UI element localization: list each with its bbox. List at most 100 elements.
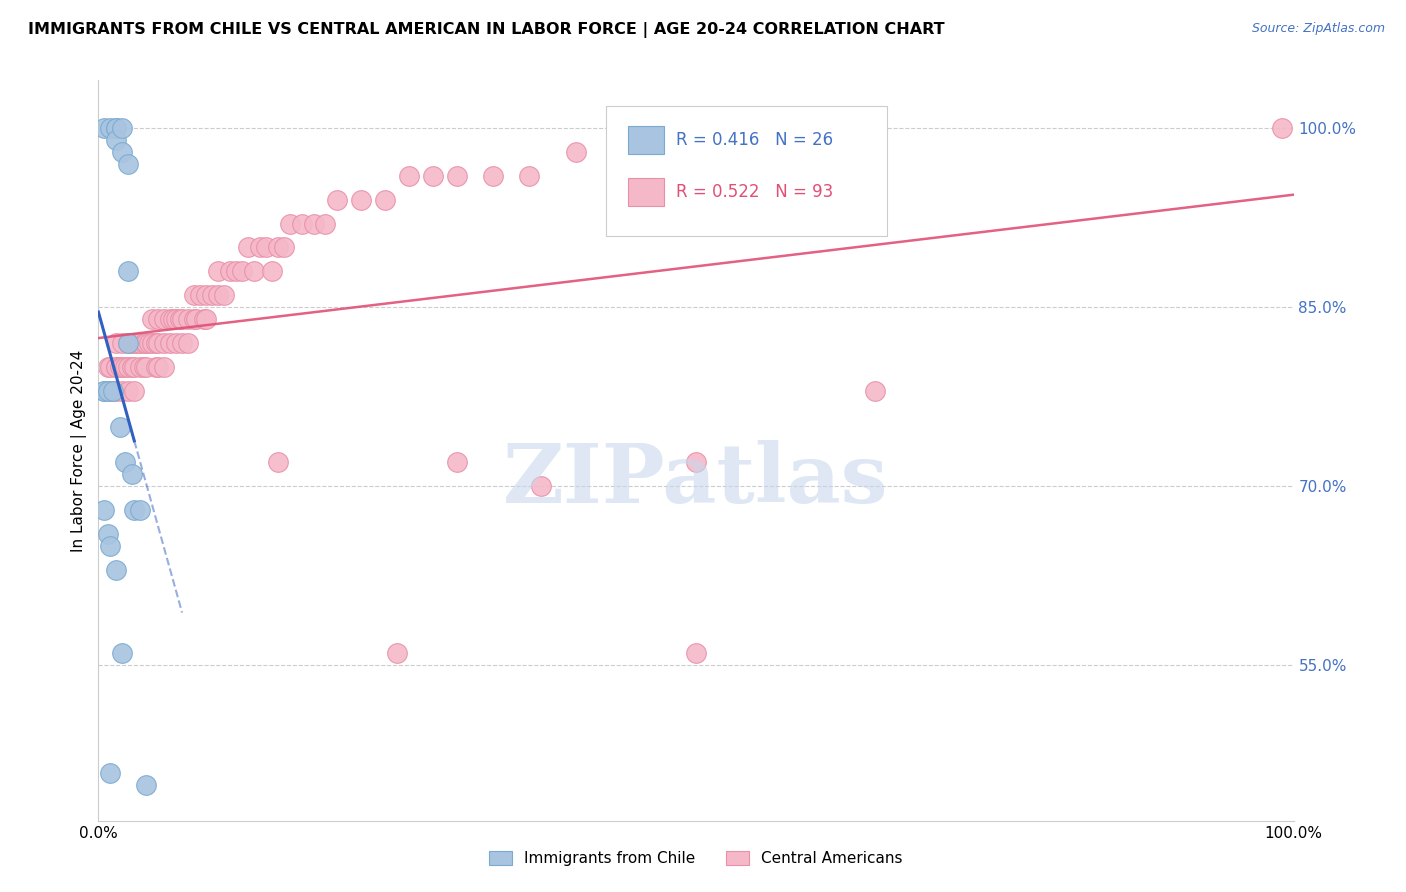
Point <box>613 145 636 159</box>
Point <box>193 312 215 326</box>
Point <box>117 157 139 171</box>
Point <box>661 145 683 159</box>
Point <box>165 312 187 326</box>
Text: R = 0.522   N = 93: R = 0.522 N = 93 <box>676 183 832 201</box>
Point <box>101 384 124 398</box>
Point <box>117 264 139 278</box>
Point <box>291 217 314 231</box>
Point <box>302 217 325 231</box>
Point <box>111 384 134 398</box>
Point <box>101 384 124 398</box>
Point <box>865 384 887 398</box>
Point <box>326 193 349 207</box>
Point <box>111 359 134 374</box>
Point <box>148 359 170 374</box>
Point <box>153 359 176 374</box>
Point <box>159 336 181 351</box>
Point <box>207 264 229 278</box>
Point <box>385 647 409 661</box>
Point <box>260 264 283 278</box>
Point <box>145 359 167 374</box>
Point <box>236 240 259 254</box>
Point <box>124 359 146 374</box>
Point <box>267 455 290 469</box>
Point <box>183 288 205 302</box>
Point <box>111 145 134 159</box>
Point <box>108 359 131 374</box>
Point <box>124 336 146 351</box>
Point <box>135 336 157 351</box>
Point <box>685 455 707 469</box>
Bar <box>628 178 664 206</box>
Point <box>121 359 143 374</box>
Point <box>141 312 163 326</box>
Point <box>172 312 194 326</box>
Point <box>565 145 588 159</box>
Point <box>111 647 134 661</box>
Point <box>117 336 139 351</box>
Point <box>105 384 128 398</box>
Point <box>278 217 301 231</box>
Point <box>111 336 134 351</box>
Point <box>1271 121 1294 136</box>
Point <box>129 359 152 374</box>
Point <box>135 778 157 792</box>
Point <box>97 359 120 374</box>
Point <box>398 169 420 183</box>
Point <box>141 336 163 351</box>
Point <box>114 455 136 469</box>
Point <box>530 479 553 493</box>
Point <box>231 264 253 278</box>
Point <box>207 288 229 302</box>
Point <box>188 288 211 302</box>
Point <box>195 288 218 302</box>
Point <box>183 312 205 326</box>
Point <box>93 384 115 398</box>
Point <box>105 563 128 577</box>
Point <box>97 384 120 398</box>
Point <box>172 336 194 351</box>
Text: Source: ZipAtlas.com: Source: ZipAtlas.com <box>1251 22 1385 36</box>
Point <box>97 527 120 541</box>
Point <box>243 264 266 278</box>
Bar <box>628 126 664 154</box>
Point <box>138 336 160 351</box>
Point <box>105 133 128 147</box>
Point <box>98 539 122 553</box>
Point <box>93 384 115 398</box>
Point <box>111 121 134 136</box>
Point <box>98 765 122 780</box>
FancyBboxPatch shape <box>606 106 887 235</box>
Point <box>93 503 115 517</box>
Point <box>254 240 277 254</box>
Point <box>105 121 128 136</box>
Point <box>177 312 200 326</box>
Point <box>153 336 176 351</box>
Point <box>148 312 170 326</box>
Point <box>350 193 373 207</box>
Point <box>422 169 444 183</box>
Point <box>98 121 122 136</box>
Point <box>249 240 271 254</box>
Point <box>135 359 157 374</box>
Point <box>165 336 187 351</box>
Point <box>186 312 208 326</box>
Point <box>153 312 176 326</box>
Point <box>267 240 290 254</box>
Point <box>169 312 191 326</box>
Point <box>177 336 200 351</box>
Point <box>219 264 242 278</box>
Point <box>97 384 120 398</box>
Point <box>201 288 224 302</box>
Point <box>162 312 184 326</box>
Point <box>225 264 247 278</box>
Point <box>132 359 155 374</box>
Point <box>145 336 167 351</box>
Point <box>315 217 337 231</box>
Point <box>105 359 128 374</box>
Point <box>129 503 152 517</box>
Point <box>212 288 235 302</box>
Point <box>374 193 396 207</box>
Point <box>159 312 181 326</box>
Legend: Immigrants from Chile, Central Americans: Immigrants from Chile, Central Americans <box>484 845 908 872</box>
